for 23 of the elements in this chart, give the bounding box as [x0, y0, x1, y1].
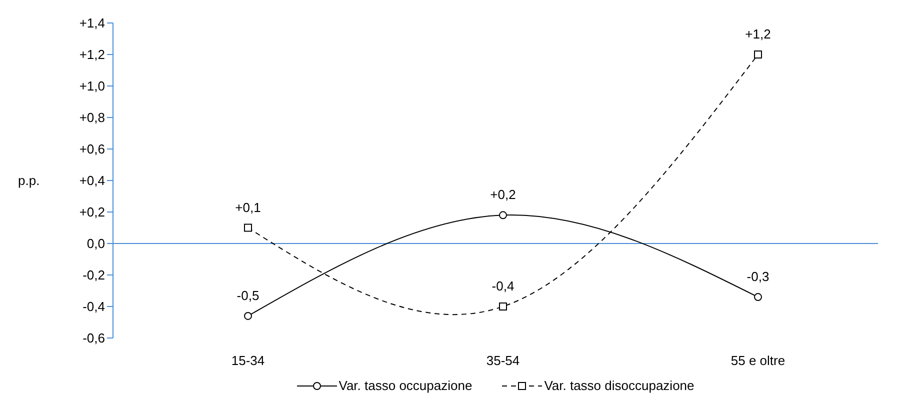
y-tick-label: +1,2 — [79, 47, 105, 62]
data-label: +0,1 — [235, 200, 261, 215]
y-tick-label: +1,0 — [79, 78, 105, 94]
y-tick-label: -0,2 — [82, 268, 105, 283]
x-tick-label: 55 e oltre — [730, 353, 786, 368]
y-tick-label: +0,4 — [79, 173, 105, 188]
x-tick-label: 15-34 — [231, 353, 265, 368]
data-label: +1,2 — [745, 26, 771, 42]
data-label: -0,3 — [746, 269, 770, 284]
y-tick-label: +0,6 — [79, 142, 105, 157]
data-label: -0,5 — [236, 288, 260, 303]
y-axis-title: p.p. — [18, 173, 40, 188]
y-tick-label: +0,2 — [79, 204, 105, 220]
y-tick-label: +1,4 — [79, 16, 105, 31]
y-tick-label: -0,4 — [82, 299, 105, 314]
data-label: +0,2 — [490, 187, 516, 202]
y-tick-label: +0,8 — [79, 110, 105, 126]
legend-label: Var. tasso disoccupazione — [544, 378, 694, 393]
x-tick-label: 35-54 — [486, 353, 520, 368]
data-label: -0,4 — [492, 278, 514, 294]
legend-label: Var. tasso occupazione — [338, 378, 472, 393]
y-tick-label: -0,6 — [82, 330, 105, 346]
y-tick-label: 0,0 — [86, 236, 105, 252]
